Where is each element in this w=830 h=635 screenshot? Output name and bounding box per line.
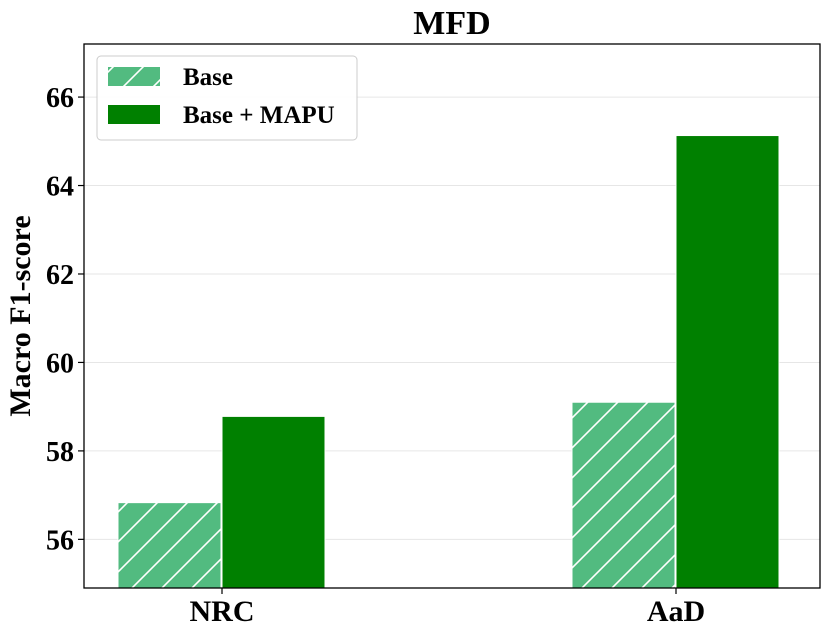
bar-base-aad [571, 401, 676, 589]
plot-frame [83, 43, 821, 589]
y-axis-ticks: 56 58 60 62 64 66 [46, 83, 84, 556]
y-tick-label: 62 [46, 260, 74, 291]
legend-box [96, 55, 358, 141]
y-tick-label: 66 [46, 83, 74, 114]
legend-swatch-base-mapu [108, 105, 160, 124]
y-axis-label: Macro F1-score [4, 215, 37, 416]
y-tick-label: 56 [46, 525, 74, 556]
legend-label-base-mapu: Base + MAPU [183, 102, 335, 129]
legend: Base Base + MAPU [96, 55, 358, 141]
y-tick-label: 58 [46, 437, 74, 468]
legend-swatch-base [108, 67, 160, 86]
x-axis-ticks: NRC AaD [190, 588, 705, 628]
bar-base-mapu-nrc [221, 415, 326, 589]
y-tick-label: 64 [46, 172, 74, 203]
bars [117, 135, 780, 589]
bar-base-mapu-aad [675, 135, 780, 589]
x-tick-label: NRC [190, 595, 255, 628]
y-tick-label: 60 [46, 348, 74, 379]
x-tick-label: AaD [647, 595, 705, 628]
chart-title: MFD [413, 5, 490, 42]
legend-label-base: Base [183, 64, 233, 91]
bar-base-nrc [117, 502, 222, 589]
